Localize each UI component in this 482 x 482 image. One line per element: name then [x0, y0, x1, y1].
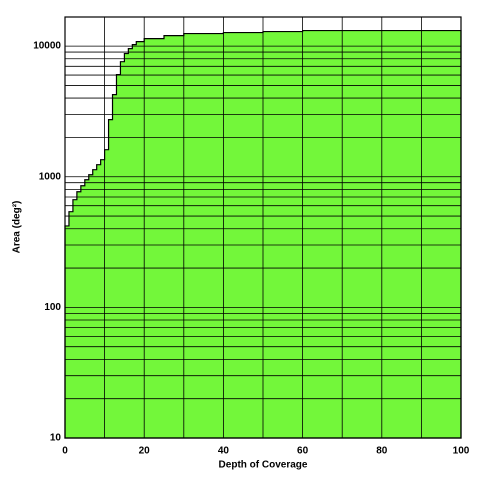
- x-tick-label: 60: [297, 446, 309, 457]
- y-tick-label: 1000: [39, 171, 62, 182]
- plot-frame: [64, 16, 462, 439]
- x-tick-label: 80: [376, 446, 388, 457]
- x-axis-label: Depth of Coverage: [219, 460, 308, 471]
- x-tick-label: 40: [218, 446, 230, 457]
- x-tick-label: 20: [139, 446, 151, 457]
- y-axis-label: Area (deg²): [12, 201, 23, 254]
- x-tick-label: 0: [62, 446, 68, 457]
- x-tick-label: 100: [453, 446, 470, 457]
- y-tick-label: 10000: [33, 41, 61, 52]
- y-tick-label: 10: [50, 433, 62, 444]
- y-tick-label: 100: [44, 302, 61, 313]
